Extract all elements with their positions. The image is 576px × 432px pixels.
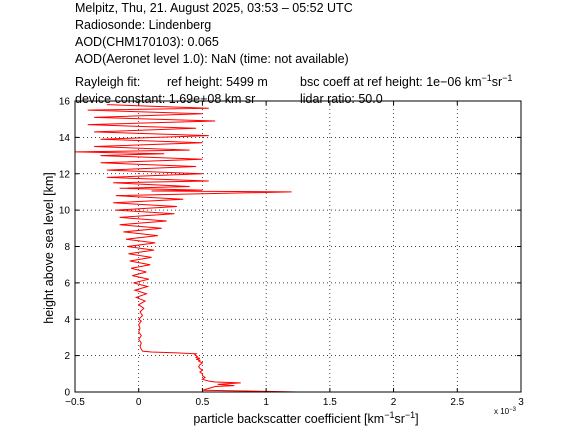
y-tick-label: 16 [59,97,71,108]
x-axis-label: particle backscatter coefficient [km−1sr… [193,410,418,426]
lidar-ratio: lidar ratio: 50.0 [300,92,383,107]
rayleigh-fit-line: Rayleigh fit: ref height: 5499 m bsc coeff… [75,70,575,91]
radiosonde-line: Radiosonde: Lindenberg [75,18,212,32]
y-tick-label: 6 [64,278,70,289]
y-tick-label: 8 [64,242,70,253]
chart-header: Melpitz, Thu, 21. August 2025, 03:53 – 0… [75,0,575,108]
y-tick-label: 14 [59,133,71,144]
grid-lines [75,101,521,392]
device-line: device constant: 1.69e+08 km sr lidar rat… [75,91,575,108]
x-tick-label: 0 [136,397,142,408]
x-tick-label: 0.5 [195,397,209,408]
y-tick-label: 10 [59,206,71,217]
title-line: Melpitz, Thu, 21. August 2025, 03:53 – 0… [75,1,353,15]
rayleigh-label: Rayleigh fit: [75,75,141,90]
x-tick-label: 2 [391,397,397,408]
x-tick-label: 3 [518,397,524,408]
aod-aeronet-line: AOD(Aeronet level 1.0): NaN (time: not a… [75,52,349,66]
y-tick-label: 12 [59,169,71,180]
x-multiplier: x 10−3 [494,407,517,416]
y-tick-label: 0 [64,388,70,399]
series-line [74,104,299,393]
x-tick-label: 1 [263,397,269,408]
y-tick-label: 4 [64,315,70,326]
y-tick-label: 2 [64,351,70,362]
x-tick-label: −0.5 [65,397,85,408]
backscatter-profile [74,104,299,393]
x-tick-label: 2.5 [450,397,464,408]
x-tick-label: 1.5 [323,397,337,408]
bsc-coeff: bsc coeff at ref height: 1e−06 km−1sr−1 [300,73,513,90]
device-constant: device constant: 1.69e+08 km sr [75,92,256,107]
aod-chm-line: AOD(CHM170103): 0.065 [75,35,219,49]
y-axis-label: height above sea level [km] [42,172,56,323]
ref-height: ref height: 5499 m [167,75,268,90]
